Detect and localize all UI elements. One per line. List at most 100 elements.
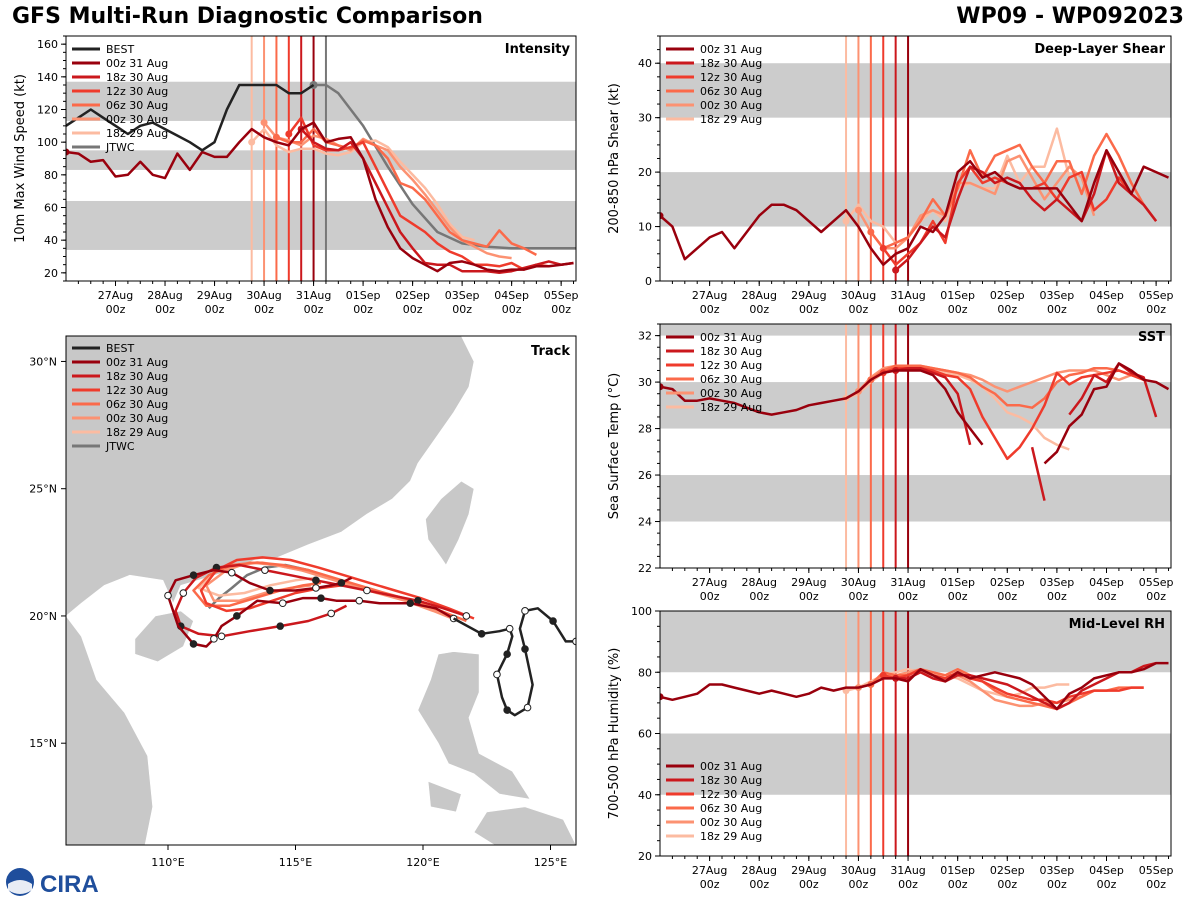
sst-xtick-label: 04Sep <box>1089 576 1124 589</box>
track-ytick-label: 20°N <box>29 610 57 623</box>
shear-legend-label: 00z 31 Aug <box>700 43 762 56</box>
intensity-ylabel: 10m Max Wind Speed (kt) <box>13 74 28 243</box>
sst-xtick-label: 03Sep <box>1040 576 1075 589</box>
sst-plot-area <box>660 324 1171 568</box>
sst-ytick-label: 32 <box>638 330 652 343</box>
intensity-plot-area <box>66 36 576 281</box>
rh-xtick-label: 00z <box>799 878 819 891</box>
sst-init-marker <box>660 383 664 391</box>
sst-frame <box>659 323 1172 569</box>
shear-threshold-band <box>660 63 1171 118</box>
rh-xtick-label: 00z <box>997 878 1017 891</box>
intensity-panel: 2040608010012014016027Aug00z28Aug00z29Au… <box>13 35 579 316</box>
intensity-xtick-label: 00z <box>155 303 175 316</box>
shear-series-line <box>660 149 1170 266</box>
track-point-marker <box>312 576 320 585</box>
intensity-ytick-label: 100 <box>37 136 58 149</box>
intensity-ytick-label: 60 <box>44 202 58 215</box>
rh-threshold-band <box>660 611 1171 673</box>
intensity-init-marker <box>285 130 293 138</box>
track-ytick-label: 15°N <box>29 737 57 750</box>
track-xtick-label: 125°E <box>534 856 567 869</box>
track-point-marker <box>189 571 198 580</box>
sst-xtick-label: 00z <box>799 590 819 603</box>
intensity-threshold-band <box>66 150 576 170</box>
sst-xtick-label: 30Aug <box>841 576 876 589</box>
rh-xtick-label: 05Sep <box>1139 864 1174 877</box>
intensity-legend-label: 00z 30 Aug <box>106 113 168 126</box>
intensity-legend-label: BEST <box>106 43 134 56</box>
track-point-marker <box>521 645 529 653</box>
track-point-marker <box>266 586 274 595</box>
track-point-marker <box>164 591 172 600</box>
intensity-xtick-label: 28Aug <box>147 289 182 302</box>
intensity-xtick-label: 27Aug <box>98 289 133 302</box>
sst-threshold-band <box>660 475 1171 522</box>
track-ytick-label: 25°N <box>29 483 57 496</box>
shear-xtick-label: 04Sep <box>1089 289 1124 302</box>
track-point-marker <box>227 568 236 577</box>
rh-xtick-label: 30Aug <box>841 864 876 877</box>
rh-ytick-label: 20 <box>638 850 652 863</box>
intensity-ytick-label: 40 <box>44 234 58 247</box>
rh-ytick-label: 40 <box>638 789 652 802</box>
track-point-marker <box>179 589 188 597</box>
luzon-landmass <box>417 651 531 800</box>
intensity-series-line <box>300 128 574 275</box>
vietnam-landmass <box>66 615 154 845</box>
track-legend-label: BEST <box>106 342 134 355</box>
sst-xtick-label: 31Aug <box>890 576 925 589</box>
intensity-xtick-label: 31Aug <box>296 289 331 302</box>
intensity-title: Intensity <box>505 42 571 57</box>
track-point-marker <box>327 609 336 618</box>
noaa-wave-icon <box>8 880 32 894</box>
track-legend-label: 18z 30 Aug <box>106 370 168 383</box>
shear-xtick-label: 00z <box>1047 303 1067 316</box>
track-point-marker <box>210 635 218 643</box>
sst-xtick-label: 02Sep <box>990 576 1025 589</box>
intensity-ytick-label: 20 <box>44 267 58 280</box>
rh-xtick-label: 00z <box>898 878 918 891</box>
track-point-marker <box>549 617 557 625</box>
rh-series-line <box>660 661 1169 711</box>
rh-panel: 2040608010027Aug00z28Aug00z29Aug00z30Aug… <box>607 605 1173 891</box>
cira-logo-text: CIRA <box>40 871 99 898</box>
intensity-init-marker <box>260 119 268 127</box>
intensity-series-line <box>263 121 512 260</box>
rh-ylabel: 700-500 hPa Humidity (%) <box>607 648 622 820</box>
track-point-marker <box>233 612 241 620</box>
rh-plot-area <box>660 611 1171 856</box>
sst-panel: 22242628303227Aug00z28Aug00z29Aug00z30Au… <box>607 323 1173 603</box>
rh-xtick-label: 00z <box>948 878 968 891</box>
intensity-xtick-label: 00z <box>452 303 472 316</box>
track-xtick-label: 120°E <box>406 856 439 869</box>
sst-legend-label: 00z 30 Aug <box>700 387 762 400</box>
cira-logo: CIRA <box>6 868 99 898</box>
sst-ylabel: Sea Surface Temp (°C) <box>607 373 622 520</box>
china-landmass <box>66 336 475 617</box>
track-xtick-label: 115°E <box>279 856 312 869</box>
rh-xtick-label: 27Aug <box>692 864 727 877</box>
sst-series-line <box>660 362 1170 465</box>
shear-legend-label: 12z 30 Aug <box>700 71 762 84</box>
rh-xtick-label: 29Aug <box>791 864 826 877</box>
shear-legend-label: 06z 30 Aug <box>700 85 762 98</box>
rh-xtick-label: 00z <box>849 878 869 891</box>
rh-xtick-label: 00z <box>749 878 769 891</box>
intensity-series-line <box>66 83 315 152</box>
sst-legend-label: 06z 30 Aug <box>700 373 762 386</box>
shear-xtick-label: 31Aug <box>890 289 925 302</box>
shear-xtick-label: 28Aug <box>741 289 776 302</box>
shear-ytick-label: 10 <box>638 221 652 234</box>
sst-xtick-label: 00z <box>849 590 869 603</box>
track-legend-label: 00z 30 Aug <box>106 412 168 425</box>
storm-id-title: WP09 - WP092023 <box>956 4 1184 29</box>
track-point-marker <box>363 586 371 595</box>
intensity-legend-label: 12z 30 Aug <box>106 85 168 98</box>
intensity-ytick-label: 160 <box>37 38 58 51</box>
track-map-area <box>66 336 576 845</box>
intensity-legend-label: 06z 30 Aug <box>106 99 168 112</box>
intensity-xtick-label: 03Sep <box>445 289 480 302</box>
track-legend-label: 12z 30 Aug <box>106 384 168 397</box>
